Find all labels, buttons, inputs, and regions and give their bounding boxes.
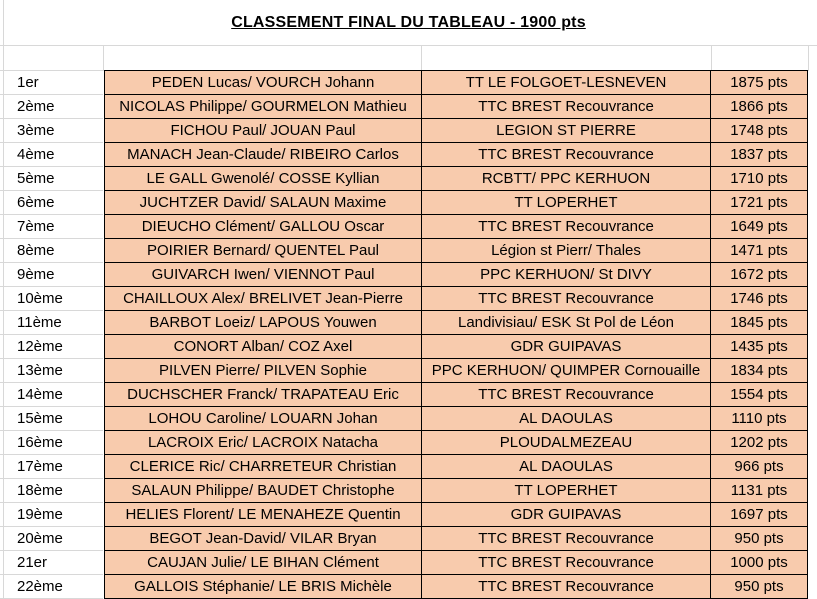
club-cell[interactable]: TTC BREST Recouvrance <box>422 215 710 238</box>
points-cell[interactable]: 1837 pts <box>711 143 807 166</box>
players-cell[interactable]: POIRIER Bernard/ QUENTEL Paul <box>105 239 421 262</box>
points-cell[interactable]: 1866 pts <box>711 95 807 118</box>
rank-cell[interactable]: 22ème <box>0 575 103 599</box>
club-cell[interactable]: GDR GUIPAVAS <box>422 503 710 526</box>
rank-cell[interactable]: 7ème <box>0 215 103 239</box>
players-cell[interactable]: SALAUN Philippe/ BAUDET Christophe <box>105 479 421 502</box>
rank-cell[interactable]: 16ème <box>0 431 103 455</box>
data-grid: PEDEN Lucas/ VOURCH Johann TT LE FOLGOET-… <box>104 70 808 599</box>
club-cell[interactable]: TTC BREST Recouvrance <box>422 551 710 574</box>
points-cell[interactable]: 1554 pts <box>711 383 807 406</box>
points-cell[interactable]: 1110 pts <box>711 407 807 430</box>
club-cell[interactable]: AL DAOULAS <box>422 455 710 478</box>
gridline-vertical-col4 <box>808 46 809 71</box>
players-cell[interactable]: CLERICE Ric/ CHARRETEUR Christian <box>105 455 421 478</box>
players-cell[interactable]: LOHOU Caroline/ LOUARN Johan <box>105 407 421 430</box>
players-cell[interactable]: CHAILLOUX Alex/ BRELIVET Jean-Pierre <box>105 287 421 310</box>
players-cell[interactable]: LACROIX Eric/ LACROIX Natacha <box>105 431 421 454</box>
rank-cell[interactable]: 1er <box>0 71 103 95</box>
players-cell[interactable]: BEGOT Jean-David/ VILAR Bryan <box>105 527 421 550</box>
rank-cell[interactable]: 17ème <box>0 455 103 479</box>
title-row: CLASSEMENT FINAL DU TABLEAU - 1900 pts <box>0 0 817 46</box>
club-cell[interactable]: TT LOPERHET <box>422 191 710 214</box>
rank-cell[interactable]: 14ème <box>0 383 103 407</box>
points-cell[interactable]: 1746 pts <box>711 287 807 310</box>
gridline-vertical-left <box>3 0 4 599</box>
gridline-vertical-col3 <box>711 46 712 71</box>
club-cell[interactable]: TTC BREST Recouvrance <box>422 527 710 550</box>
points-cell[interactable]: 1202 pts <box>711 431 807 454</box>
table-title: CLASSEMENT FINAL DU TABLEAU - 1900 pts <box>231 13 586 31</box>
points-cell[interactable]: 1649 pts <box>711 215 807 238</box>
players-cell[interactable]: DIEUCHO Clément/ GALLOU Oscar <box>105 215 421 238</box>
gridline-vertical-col2 <box>421 46 422 71</box>
club-cell[interactable]: PLOUDALMEZEAU <box>422 431 710 454</box>
players-cell[interactable]: PEDEN Lucas/ VOURCH Johann <box>105 71 421 94</box>
players-cell[interactable]: HELIES Florent/ LE MENAHEZE Quentin <box>105 503 421 526</box>
players-cell[interactable]: CAUJAN Julie/ LE BIHAN Clément <box>105 551 421 574</box>
points-cell[interactable]: 1000 pts <box>711 551 807 574</box>
club-cell[interactable]: TTC BREST Recouvrance <box>422 575 710 598</box>
points-cell[interactable]: 1131 pts <box>711 479 807 502</box>
points-cell[interactable]: 1710 pts <box>711 167 807 190</box>
points-cell[interactable]: 1435 pts <box>711 335 807 358</box>
points-cell[interactable]: 1834 pts <box>711 359 807 382</box>
players-cell[interactable]: CONORT Alban/ COZ Axel <box>105 335 421 358</box>
points-cell[interactable]: 1875 pts <box>711 71 807 94</box>
points-cell[interactable]: 950 pts <box>711 527 807 550</box>
rank-cell[interactable]: 19ème <box>0 503 103 527</box>
players-cell[interactable]: PILVEN Pierre/ PILVEN Sophie <box>105 359 421 382</box>
club-cell[interactable]: RCBTT/ PPC KERHUON <box>422 167 710 190</box>
players-cell[interactable]: BARBOT Loeiz/ LAPOUS Youwen <box>105 311 421 334</box>
players-cell[interactable]: LE GALL Gwenolé/ COSSE Kyllian <box>105 167 421 190</box>
rank-cell[interactable]: 5ème <box>0 167 103 191</box>
players-cell[interactable]: GALLOIS Stéphanie/ LE BRIS Michèle <box>105 575 421 598</box>
rank-cell[interactable]: 2ème <box>0 95 103 119</box>
club-cell[interactable]: TTC BREST Recouvrance <box>422 95 710 118</box>
players-cell[interactable]: GUIVARCH Iwen/ VIENNOT Paul <box>105 263 421 286</box>
club-cell[interactable]: GDR GUIPAVAS <box>422 335 710 358</box>
rank-cell[interactable]: 20ème <box>0 527 103 551</box>
players-cell[interactable]: DUCHSCHER Franck/ TRAPATEAU Eric <box>105 383 421 406</box>
rank-cell[interactable]: 21er <box>0 551 103 575</box>
rank-cell[interactable]: 6ème <box>0 191 103 215</box>
points-cell[interactable]: 1697 pts <box>711 503 807 526</box>
rank-cell[interactable]: 10ème <box>0 287 103 311</box>
points-cell[interactable]: 1748 pts <box>711 119 807 142</box>
points-cell[interactable]: 1672 pts <box>711 263 807 286</box>
club-cell[interactable]: TT LE FOLGOET-LESNEVEN <box>422 71 710 94</box>
club-cell[interactable]: TT LOPERHET <box>422 479 710 502</box>
rank-cell[interactable]: 9ème <box>0 263 103 287</box>
points-cell[interactable]: 950 pts <box>711 575 807 598</box>
players-cell[interactable]: MANACH Jean-Claude/ RIBEIRO Carlos <box>105 143 421 166</box>
rank-cell[interactable]: 4ème <box>0 143 103 167</box>
points-cell[interactable]: 1471 pts <box>711 239 807 262</box>
club-cell[interactable]: TTC BREST Recouvrance <box>422 143 710 166</box>
rank-cell[interactable]: 18ème <box>0 479 103 503</box>
gridline-vertical-col1 <box>103 46 104 71</box>
rank-column: 1er 2ème 3ème 4ème 5ème 6ème 7ème 8ème 9ème 10ème… <box>0 70 103 599</box>
rank-cell[interactable]: 12ème <box>0 335 103 359</box>
club-cell[interactable]: Landivisiau/ ESK St Pol de Léon <box>422 311 710 334</box>
players-cell[interactable]: JUCHTZER David/ SALAUN Maxime <box>105 191 421 214</box>
points-cell[interactable]: 1721 pts <box>711 191 807 214</box>
points-cell[interactable]: 1845 pts <box>711 311 807 334</box>
rank-cell[interactable]: 13ème <box>0 359 103 383</box>
club-cell[interactable]: TTC BREST Recouvrance <box>422 383 710 406</box>
club-cell[interactable]: AL DAOULAS <box>422 407 710 430</box>
rank-cell[interactable]: 8ème <box>0 239 103 263</box>
rank-cell[interactable]: 3ème <box>0 119 103 143</box>
rank-cell[interactable]: 11ème <box>0 311 103 335</box>
club-cell[interactable]: Légion st Pierr/ Thales <box>422 239 710 262</box>
players-cell[interactable]: FICHOU Paul/ JOUAN Paul <box>105 119 421 142</box>
points-cell[interactable]: 966 pts <box>711 455 807 478</box>
rank-cell[interactable]: 15ème <box>0 407 103 431</box>
club-cell[interactable]: TTC BREST Recouvrance <box>422 287 710 310</box>
club-cell[interactable]: LEGION ST PIERRE <box>422 119 710 142</box>
players-cell[interactable]: NICOLAS Philippe/ GOURMELON Mathieu <box>105 95 421 118</box>
club-cell[interactable]: PPC KERHUON/ QUIMPER Cornouaille <box>422 359 710 382</box>
club-cell[interactable]: PPC KERHUON/ St DIVY <box>422 263 710 286</box>
